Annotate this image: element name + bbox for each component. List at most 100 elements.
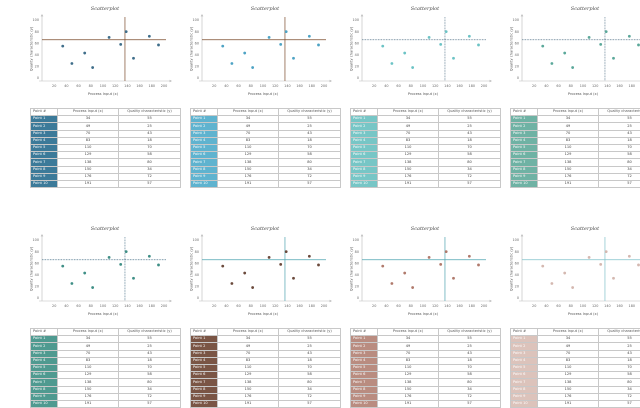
y-value: 34 — [439, 166, 501, 173]
x-tick-label: 160 — [616, 304, 622, 308]
y-value: 80 — [119, 159, 181, 166]
y-value: 18 — [279, 357, 341, 364]
scatter-point — [279, 263, 282, 266]
x-axis-arrow — [490, 80, 492, 83]
y-tick-label: 100 — [193, 238, 199, 242]
column-header: Quality characteristic (y) — [439, 109, 501, 116]
x-value: 129 — [538, 372, 599, 379]
row-label: Point 3 — [351, 350, 378, 357]
y-tick-label: 80 — [515, 250, 519, 254]
y-value: 34 — [439, 386, 501, 393]
y-axis-arrow — [201, 14, 204, 16]
x-value: 176 — [378, 393, 439, 400]
scatter-point — [108, 36, 111, 39]
scatter-point — [61, 265, 64, 268]
y-axis-arrow — [361, 234, 364, 236]
y-value: 25 — [119, 343, 181, 350]
row-label: Point 9 — [191, 173, 218, 180]
x-tick-label: 140 — [444, 84, 450, 88]
y-value: 58 — [439, 372, 501, 379]
y-tick-label: 60 — [195, 261, 199, 265]
y-tick-label: 20 — [515, 65, 519, 69]
y-axis-label: Quality characteristic (y) — [510, 26, 514, 71]
y-value: 43 — [599, 130, 640, 137]
y-value: 55 — [119, 116, 181, 123]
row-label: Point 4 — [511, 137, 538, 144]
scatter-point — [230, 62, 233, 65]
x-value: 110 — [218, 144, 279, 151]
scatter-point — [268, 36, 271, 39]
y-value: 55 — [439, 116, 501, 123]
column-header: Point # — [31, 329, 58, 336]
y-tick-label: 40 — [195, 53, 199, 57]
y-tick-label: 80 — [355, 30, 359, 34]
y-axis-arrow — [201, 234, 204, 236]
column-header: Quality characteristic (y) — [279, 329, 341, 336]
row-label: Point 10 — [511, 180, 538, 187]
column-header: Process Input (x) — [218, 109, 279, 116]
column-header: Quality characteristic (y) — [439, 329, 501, 336]
y-value: 57 — [119, 400, 181, 407]
x-value: 34 — [378, 116, 439, 123]
x-value: 49 — [218, 343, 279, 350]
x-tick-label: 80 — [89, 304, 93, 308]
y-value: 70 — [119, 364, 181, 371]
x-value: 176 — [58, 393, 119, 400]
scatter-point — [221, 45, 224, 48]
x-tick-label: 40 — [64, 304, 68, 308]
y-tick-label: 0 — [517, 296, 519, 300]
x-tick-label: 200 — [161, 84, 167, 88]
x-tick-label: 100 — [260, 84, 266, 88]
row-label: Point 1 — [191, 116, 218, 123]
y-tick-label: 40 — [35, 273, 39, 277]
scatter-point — [563, 272, 566, 275]
scatter-point — [390, 282, 393, 285]
x-value: 191 — [218, 400, 279, 407]
chart-title: Scatterplot — [571, 226, 600, 232]
x-tick-label: 120 — [432, 84, 438, 88]
row-label: Point 1 — [31, 336, 58, 343]
row-label: Point 1 — [351, 336, 378, 343]
y-axis-label: Quality characteristic (y) — [510, 246, 514, 291]
y-value: 72 — [119, 393, 181, 400]
scatter-point — [148, 35, 151, 38]
x-axis-arrow — [330, 300, 332, 303]
x-value: 150 — [218, 166, 279, 173]
y-tick-label: 20 — [195, 285, 199, 289]
x-value: 34 — [378, 336, 439, 343]
data-table: Point #Process Input (x)Quality characte… — [510, 328, 640, 408]
row-label: Point 10 — [351, 400, 378, 407]
y-tick-label: 0 — [37, 76, 39, 80]
x-tick-label: 80 — [569, 84, 573, 88]
y-value: 57 — [119, 180, 181, 187]
x-value: 176 — [538, 393, 599, 400]
y-tick-label: 40 — [355, 273, 359, 277]
y-value: 18 — [599, 357, 640, 364]
y-tick-label: 100 — [193, 18, 199, 22]
y-tick-label: 60 — [35, 261, 39, 265]
scatter-point — [91, 66, 94, 69]
scatter-point — [157, 44, 160, 47]
y-tick-label: 20 — [35, 65, 39, 69]
y-value: 70 — [279, 144, 341, 151]
column-header: Quality characteristic (y) — [599, 109, 640, 116]
y-value: 58 — [279, 372, 341, 379]
scatter-point — [83, 52, 86, 55]
